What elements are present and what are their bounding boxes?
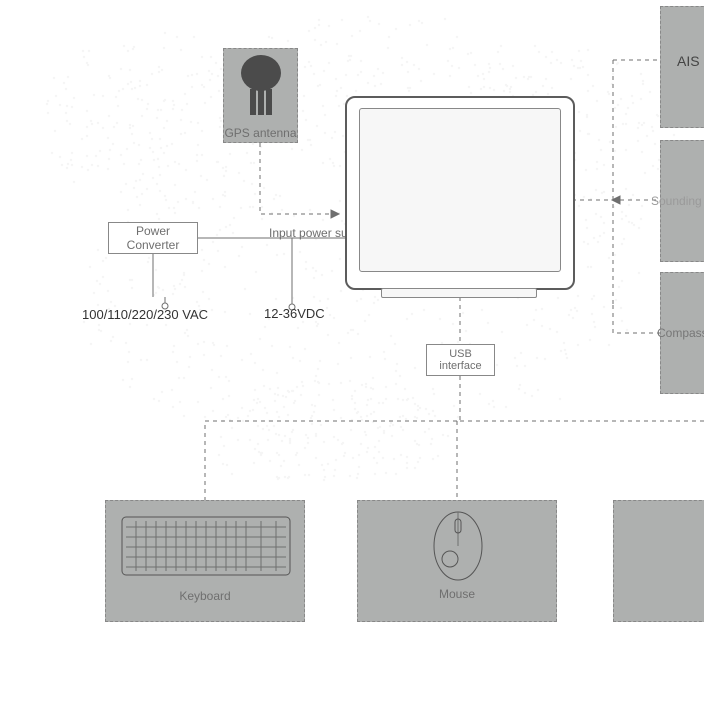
mouse-node: Mouse [357,500,557,622]
antenna-icon [224,49,299,121]
keyboard-label: Keyboard [106,589,304,603]
keyboard-node: Keyboard [105,500,305,622]
monitor-node [345,96,575,290]
gps-antenna-node: GPS antenna [223,48,298,143]
usb-device-node [613,500,704,622]
mouse-icon [358,501,558,591]
sounding-node: Sounding 1 [660,140,704,262]
usb-interface-node: USB interface [426,344,495,376]
sounding-label: Sounding 1 [651,194,704,208]
keyboard-icon [106,501,306,591]
mouse-label: Mouse [358,587,556,601]
monitor-stand [381,288,537,298]
ais-node: AIS [660,6,704,128]
vac-label: 100/110/220/230 VAC [82,307,208,322]
ais-label: AIS [677,53,700,69]
vdc-label: 12-36VDC [264,306,325,321]
gps-antenna-label: GPS antenna [224,126,297,140]
power-converter-node: Power Converter [108,222,198,254]
compass-label: Compass [657,326,704,340]
usb-interface-label: USB interface [427,348,494,372]
power-converter-label: Power Converter [109,224,197,252]
compass-node: Compass [660,272,704,394]
